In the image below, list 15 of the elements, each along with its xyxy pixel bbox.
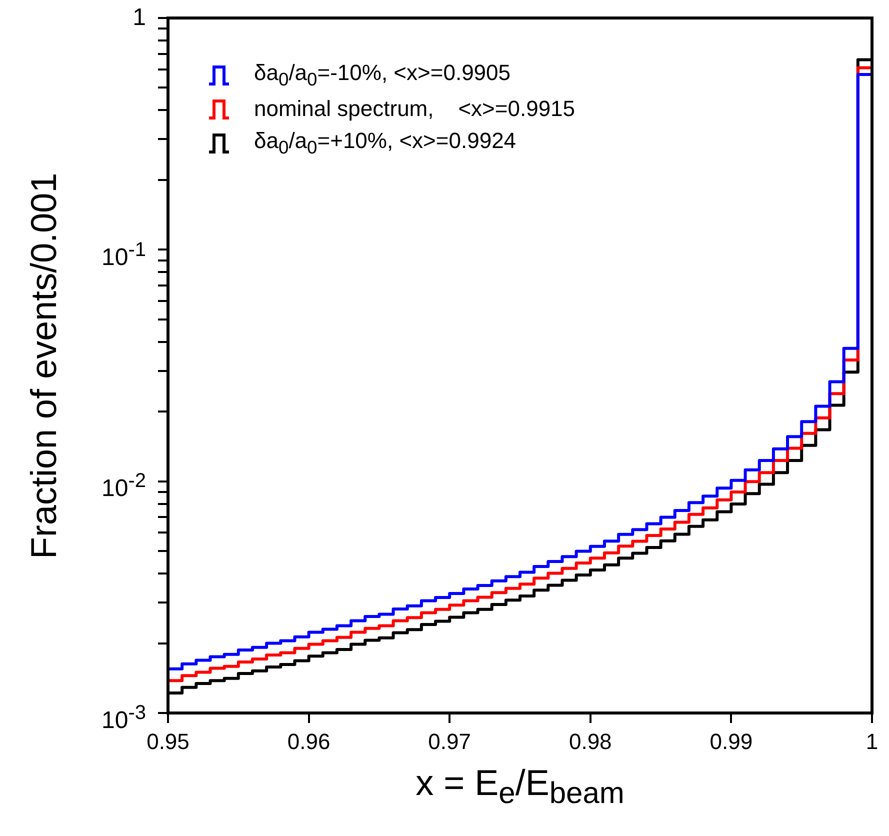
legend-label: δa$_{0}$/a$_{0}$=+10%, <x>=0.9924 xyxy=(254,128,516,158)
x-tick-label: 0.99 xyxy=(708,729,754,755)
y-axis-title: Fraction of events/0.001 xyxy=(22,171,65,561)
y-tick-label: 10$^{-3}$ xyxy=(102,701,146,735)
y-tick-label: 10$^{-1}$ xyxy=(102,238,146,272)
y-tick-label: 1 xyxy=(132,7,146,32)
legend-label: δa$_{0}$/a$_{0}$=-10%, <x>=0.9905 xyxy=(254,60,511,90)
x-tick-label: 0.96 xyxy=(286,729,332,755)
x-tick-label: 0.97 xyxy=(427,729,472,755)
x-axis-title: x = E$_{e}$/E$_{beam}$ xyxy=(414,761,626,812)
x-tick-label: 0.98 xyxy=(568,729,613,755)
legend-label: nominal spectrum, <x>=0.9915 xyxy=(254,96,576,122)
y-tick-label: 10$^{-2}$ xyxy=(102,469,146,504)
x-tick-label: 0.95 xyxy=(146,729,190,755)
x-tick-label: 1 xyxy=(864,729,879,755)
